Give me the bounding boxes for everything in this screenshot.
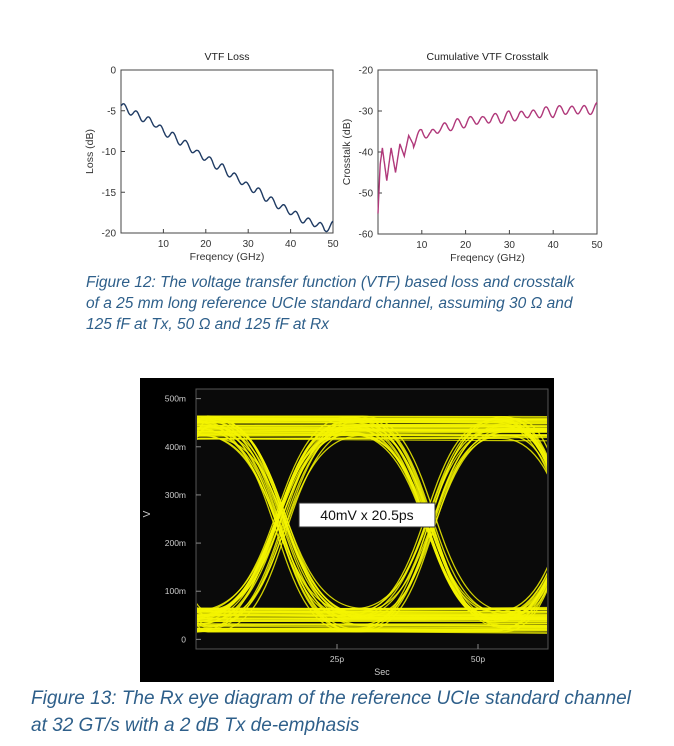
x-tick-label: 10 [416,240,428,251]
series-line-0 [120,103,334,233]
x-tick-label: 50 [327,239,339,250]
eye-rail [197,433,547,436]
caption-line: Figure 13: The Rx eye diagram of the ref… [31,688,631,709]
eye-rail [197,629,547,633]
eye-rail [197,622,547,627]
y-tick-label: -5 [107,106,116,117]
x-axis-label: Freqency (GHz) [190,251,265,263]
eye-rail [197,419,547,422]
x-tick-label: 30 [243,239,255,250]
eye-rail [197,626,547,630]
y-axis-label: Crosstalk (dB) [341,119,353,186]
plot-area [120,69,334,234]
chart-0: VTF Loss 10 20 30 40 50 0 -5 -10 -15 -20 Freqency (… [84,51,339,263]
x-tick-label: 10 [158,239,170,250]
y-tick-label: -15 [102,188,117,199]
caption-line: Figure 12: The voltage transfer function… [86,274,575,291]
eye-y-tick-label: 100m [165,586,186,596]
eye-y-axis-label: V [142,510,153,517]
eye-rail [197,426,547,429]
chart-title: Cumulative VTF Crosstalk [427,51,550,63]
x-tick-label: 40 [285,239,297,250]
x-tick-label: 50 [591,240,603,251]
chart-1: Cumulative VTF Crosstalk 10 20 30 40 50 -20 -30… [341,51,603,264]
eye-rail [197,606,547,611]
eye-diagram: 500m 400m 300m 200m 100m 0 25p 50p Sec V 40mV x 20… [140,378,554,682]
y-tick-label: -10 [102,147,117,158]
eye-y-tick-label: 0 [181,634,186,644]
eye-rail [197,421,547,424]
eye-y-tick-label: 300m [165,490,186,500]
y-tick-label: -60 [359,230,374,241]
eye-annotation-box [298,502,436,528]
y-tick-label: -30 [359,107,374,118]
eye-rail [197,627,547,631]
eye-trace [197,434,547,627]
eye-rail [197,418,547,421]
eye-x-tick-label: 50p [471,654,485,664]
x-axis-label: Freqency (GHz) [450,252,525,264]
y-tick-label: -20 [359,66,374,77]
eye-trace [197,416,547,613]
eye-y-tick-label: 500m [165,394,186,404]
figure-12-caption: Figure 12: The voltage transfer function… [86,272,646,335]
y-tick-label: -40 [359,148,374,159]
eye-rail [197,614,547,618]
eye-rail [197,427,547,431]
eye-traces [197,415,547,634]
chart-title: VTF Loss [205,51,250,63]
figure-13-caption: Figure 13: The Rx eye diagram of the ref… [31,685,671,739]
eye-x-tick-label: 25p [330,654,344,664]
y-axis-label: Loss (dB) [84,129,96,174]
y-tick-label: 0 [110,66,116,77]
eye-rail [197,617,547,621]
y-tick-label: -20 [102,229,117,240]
eye-rail [197,619,547,623]
caption-line: of a 25 mm long reference UCIe standard … [86,295,573,312]
x-tick-label: 20 [460,240,472,251]
eye-rail [197,429,547,433]
x-tick-label: 40 [548,240,560,251]
caption-line: 125 fF at Tx, 50 Ω and 125 fF at Rx [86,316,329,333]
eye-y-tick-label: 400m [165,442,186,452]
eye-rail [197,430,547,434]
eye-rail [197,438,547,442]
eye-trace [197,421,547,623]
eye-rail [197,423,547,427]
eye-x-axis-label: Sec [374,667,390,677]
plot-area [377,69,598,235]
eye-rail [197,610,547,613]
eye-annotation-text: 40mV x 20.5ps [320,507,413,523]
caption-line: at 32 GT/s with a 2 dB Tx de-emphasis [31,715,360,736]
x-tick-label: 30 [504,240,516,251]
x-tick-label: 20 [200,239,212,250]
series-line-0 [377,101,598,214]
y-tick-label: -50 [359,189,374,200]
eye-y-tick-label: 200m [165,538,186,548]
